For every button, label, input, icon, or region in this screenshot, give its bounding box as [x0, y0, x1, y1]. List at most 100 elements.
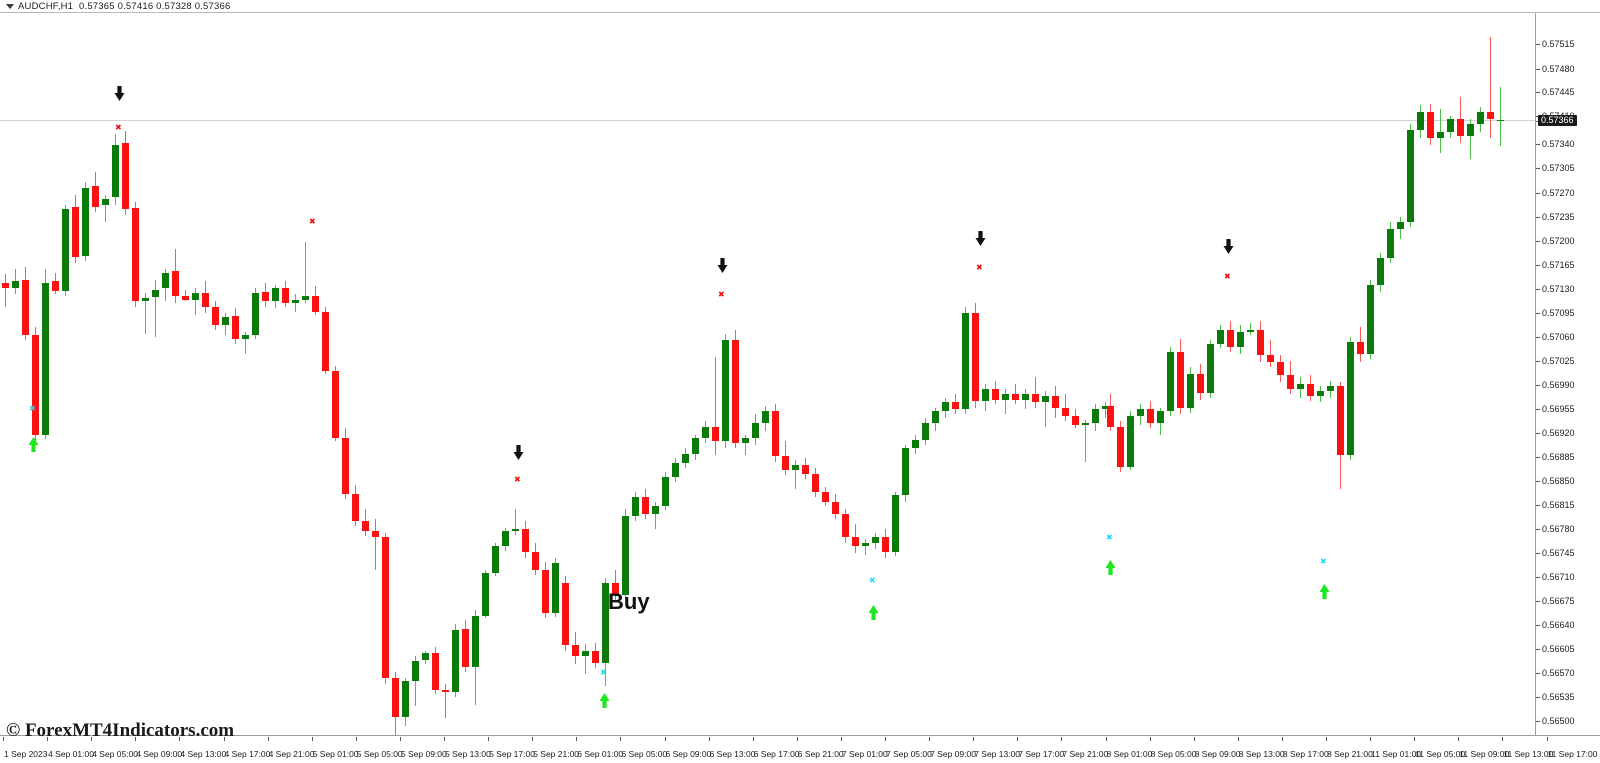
price-scale-axis[interactable]: 0.575150.574800.574450.574100.573750.573… — [1535, 13, 1600, 750]
time-tick-separator — [752, 737, 754, 741]
candle-body — [102, 198, 109, 206]
price-tick-label: 0.57270 — [1536, 189, 1575, 198]
time-tick-separator — [47, 737, 49, 741]
tick-dash-icon — [1536, 601, 1540, 603]
candle-body — [772, 411, 779, 457]
time-tick-label: 6 Sep 13:00 — [709, 749, 756, 759]
candle-wick — [1440, 109, 1441, 153]
price-tick-text: 0.56850 — [1542, 476, 1575, 486]
candle-wick — [185, 289, 186, 302]
candle-body — [592, 650, 599, 663]
price-tick-text: 0.56815 — [1542, 500, 1575, 510]
candle-body — [1297, 384, 1304, 389]
candle-body — [1227, 330, 1234, 347]
time-tick-label: 7 Sep 21:00 — [1062, 749, 1109, 759]
price-tick-label: 0.57165 — [1536, 261, 1575, 270]
time-tick-label: 11 Sep 01:00 — [1371, 749, 1422, 759]
ohlc-values-label: 0.57365 0.57416 0.57328 0.57366 — [79, 1, 231, 12]
time-tick-label: 4 Sep 05:00 — [92, 749, 139, 759]
price-tick-label: 0.56675 — [1536, 597, 1575, 606]
triangle-down-icon[interactable] — [6, 4, 14, 9]
candle-body — [1147, 409, 1154, 423]
buy-arrow-icon — [1105, 560, 1116, 575]
candle-body — [822, 492, 829, 503]
sell-x-marker: ✖ — [718, 290, 725, 299]
candle-body — [432, 653, 439, 690]
candle-body — [1467, 124, 1474, 137]
candle-body — [92, 186, 99, 207]
price-tick-label: 0.57445 — [1536, 88, 1575, 97]
candle-body — [622, 515, 629, 596]
candle-body — [242, 334, 249, 339]
candle-body — [1377, 257, 1384, 285]
candle-wick — [655, 502, 656, 530]
time-tick-separator — [708, 737, 710, 741]
time-tick-separator — [576, 737, 578, 741]
candle-body — [22, 279, 29, 335]
price-tick-text: 0.57305 — [1542, 163, 1575, 173]
candle-body — [342, 438, 349, 495]
candle-body — [692, 438, 699, 454]
candle-wick — [195, 287, 196, 315]
candle-body — [802, 465, 809, 474]
tick-dash-icon — [1536, 193, 1540, 195]
time-tick-separator — [1061, 737, 1063, 741]
sell-arrow-icon — [717, 258, 728, 273]
buy-x-marker: ✖ — [869, 576, 876, 585]
candle-body — [562, 583, 569, 646]
candle-wick — [745, 434, 746, 455]
candle-body — [412, 660, 419, 681]
candle-body — [722, 340, 729, 442]
buy-x-marker: ✖ — [29, 404, 36, 413]
time-tick-label: 8 Sep 21:00 — [1327, 749, 1373, 759]
buy-x-marker: ✖ — [1320, 557, 1327, 566]
price-tick-label: 0.56990 — [1536, 381, 1575, 390]
price-tick-label: 0.57060 — [1536, 333, 1575, 342]
candle-body — [132, 208, 139, 302]
candle-body — [332, 370, 339, 439]
price-tick-label: 0.56640 — [1536, 621, 1575, 630]
price-plot-area[interactable]: ✖ ✖ ✖ ✖ ✖ ✖ ✖ ✖ ✖ ✖ ✖ ✖ Buy — [0, 13, 1535, 735]
time-tick-label: 4 Sep 09:00 — [136, 749, 183, 759]
time-tick-label: 7 Sep 13:00 — [974, 749, 1021, 759]
candle-body — [1457, 118, 1464, 137]
candle-body — [792, 465, 799, 470]
candle-body — [482, 573, 489, 616]
time-tick-separator — [311, 737, 313, 741]
tick-dash-icon — [1536, 649, 1540, 651]
time-tick-separator — [1414, 737, 1416, 741]
price-tick-label: 0.57305 — [1536, 164, 1575, 173]
price-tick-text: 0.57095 — [1542, 308, 1575, 318]
candle-body — [1257, 330, 1264, 356]
candle-body — [82, 188, 89, 256]
candle-wick — [1015, 384, 1016, 405]
price-tick-text: 0.56640 — [1542, 620, 1575, 630]
candle-body — [452, 630, 459, 693]
tick-dash-icon — [1536, 217, 1540, 219]
candle-body — [1277, 361, 1284, 376]
time-tick-label: 7 Sep 05:00 — [886, 749, 932, 759]
candle-body — [1317, 390, 1324, 396]
sell-arrow-icon — [975, 231, 986, 246]
candle-body — [652, 505, 659, 515]
tick-dash-icon — [1536, 337, 1540, 339]
candle-body — [532, 552, 539, 570]
time-tick-separator — [488, 737, 490, 741]
candle-body — [362, 521, 369, 531]
time-tick-separator — [1458, 737, 1460, 741]
time-tick-separator — [444, 737, 445, 741]
time-tick-label: 8 Sep 17:00 — [1282, 749, 1329, 759]
candle-body — [372, 530, 379, 538]
candle-body — [1197, 374, 1204, 393]
time-tick-label: 7 Sep 09:00 — [930, 749, 976, 759]
candle-body — [1427, 112, 1434, 138]
time-tick-label: 8 Sep 05:00 — [1150, 749, 1197, 759]
time-tick-label: 6 Sep 17:00 — [753, 749, 800, 759]
tick-dash-icon — [1536, 265, 1540, 267]
candle-body — [712, 426, 719, 442]
candle-body — [632, 496, 639, 516]
time-scale-axis[interactable]: 1 Sep 2023 4 Sep 01:00 4 Sep 05:00 4 Sep 09… — [0, 735, 1600, 763]
candle-body — [672, 463, 679, 477]
candle-body — [172, 271, 179, 297]
candle-body — [1387, 228, 1394, 258]
